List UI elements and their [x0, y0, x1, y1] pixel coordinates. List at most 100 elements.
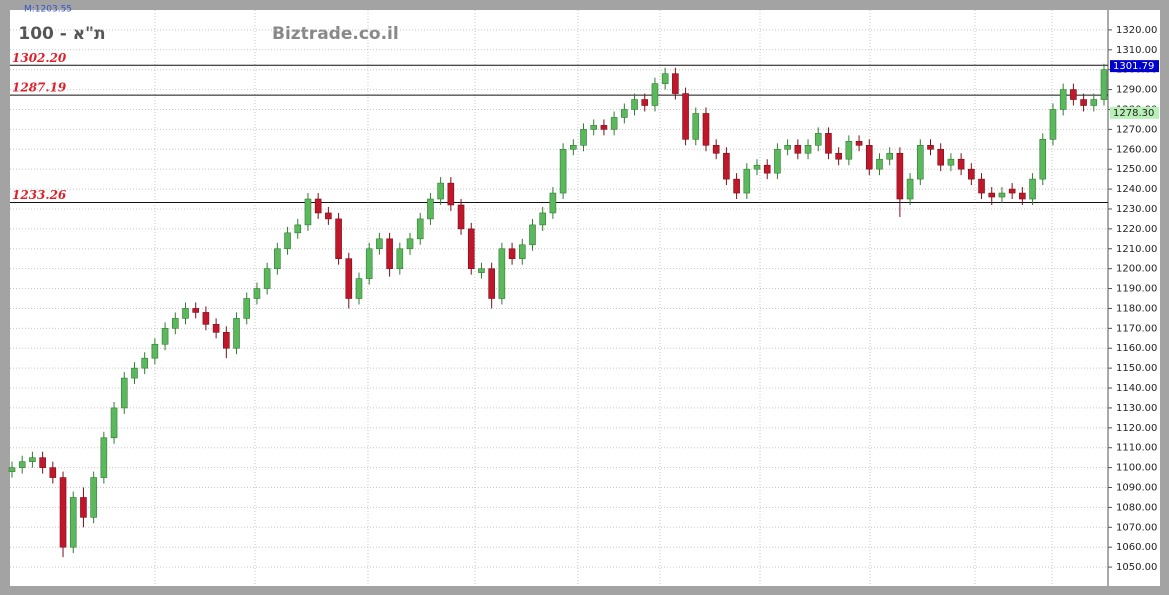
candle-body — [39, 457, 46, 468]
candle-body — [396, 248, 404, 269]
candle-body — [641, 99, 649, 106]
y-tick-label: 1230.00 — [1116, 204, 1157, 215]
candle-body — [723, 152, 730, 180]
candle-body — [59, 477, 67, 548]
y-tick-label: 1060.00 — [1116, 542, 1157, 553]
candle-body — [998, 192, 1006, 198]
candle-body — [876, 158, 883, 170]
candle-body — [192, 308, 200, 313]
plot-background — [10, 10, 1160, 586]
candle-body — [141, 357, 148, 369]
price-tag-label: 1278.30 — [1113, 108, 1154, 119]
candle-body — [590, 125, 598, 130]
y-tick-label: 1290.00 — [1116, 85, 1157, 96]
y-tick-label: 1220.00 — [1116, 224, 1157, 235]
candle-body — [947, 158, 955, 166]
candle-body — [549, 192, 557, 214]
candle-body — [182, 308, 189, 319]
candle-body — [90, 477, 97, 518]
y-tick-label: 1240.00 — [1116, 184, 1157, 195]
candle-body — [161, 328, 169, 345]
y-tick-label: 1320.00 — [1116, 25, 1157, 36]
candle-body — [937, 148, 945, 166]
candle-body — [427, 198, 434, 220]
y-tick-label: 1140.00 — [1116, 383, 1157, 394]
y-tick-label: 1050.00 — [1116, 562, 1157, 573]
candle-body — [386, 238, 393, 269]
y-tick-label: 1110.00 — [1116, 443, 1157, 454]
candle-body — [131, 367, 138, 379]
candle-body — [508, 248, 516, 260]
candle-body — [243, 298, 251, 319]
candle-body — [437, 182, 444, 200]
y-tick-label: 1270.00 — [1116, 124, 1157, 135]
candle-body — [212, 324, 220, 333]
chart-title: ת"א - 100 — [18, 24, 105, 44]
candle-body — [580, 129, 587, 146]
y-tick-label: 1190.00 — [1116, 284, 1157, 295]
candle-body — [1090, 99, 1098, 106]
candle-body — [8, 467, 16, 472]
candle-body — [682, 93, 689, 140]
candle-body — [365, 248, 373, 279]
y-tick-label: 1100.00 — [1116, 463, 1157, 474]
candle-body — [743, 168, 751, 194]
y-tick-label: 1090.00 — [1116, 483, 1157, 494]
candle-body — [621, 109, 628, 118]
candle-body — [304, 198, 312, 226]
candle-body — [233, 318, 240, 349]
price-tag-label: 1301.79 — [1113, 61, 1154, 72]
candle-body — [498, 248, 506, 299]
candle-body — [100, 437, 108, 478]
candle-body — [314, 198, 322, 214]
candle-body — [202, 312, 210, 325]
candle-body — [1029, 178, 1036, 200]
candle-body — [1100, 69, 1108, 100]
candle-body — [223, 332, 230, 349]
candle-body — [110, 407, 118, 439]
candle-body — [529, 224, 536, 246]
y-tick-label: 1260.00 — [1116, 144, 1157, 155]
candle-body — [18, 461, 26, 468]
candle-body — [957, 158, 965, 170]
candle-body — [865, 144, 873, 170]
y-tick-label: 1180.00 — [1116, 303, 1157, 314]
candle-body — [284, 232, 291, 250]
candle-body — [376, 238, 383, 250]
candle-body — [1049, 109, 1057, 140]
candle-body — [661, 73, 669, 84]
candle-body — [784, 144, 791, 150]
candle-body — [518, 244, 526, 260]
y-tick-label: 1310.00 — [1116, 45, 1157, 56]
candle-body — [488, 268, 495, 299]
candle-body — [447, 182, 455, 206]
candle-body — [151, 343, 159, 359]
candle-body — [774, 148, 781, 174]
y-tick-label: 1120.00 — [1116, 423, 1157, 434]
level-label: 1287.19 — [12, 81, 67, 95]
candle-body — [29, 457, 36, 462]
candle-body — [753, 164, 761, 170]
candle-body — [335, 218, 342, 260]
candle-body — [600, 125, 608, 130]
candle-body — [968, 168, 975, 180]
candle-body — [274, 248, 281, 269]
candle-body — [467, 228, 475, 269]
y-tick-label: 1080.00 — [1116, 502, 1157, 513]
y-tick-label: 1170.00 — [1116, 323, 1157, 334]
candle-body — [1080, 99, 1087, 106]
candle-body — [1039, 139, 1047, 180]
level-label: 1233.26 — [12, 188, 67, 202]
candle-body — [845, 141, 853, 160]
candle-body — [631, 99, 638, 110]
level-label: 1302.20 — [12, 51, 67, 65]
price-tag — [1110, 106, 1159, 119]
candle-body — [794, 144, 802, 154]
candle-body — [927, 144, 934, 150]
y-tick-label: 1250.00 — [1116, 164, 1157, 175]
candle-body — [171, 318, 179, 329]
y-tick-label: 1150.00 — [1116, 363, 1157, 374]
candle-body — [988, 192, 996, 198]
candle-body — [855, 141, 863, 146]
candle-body — [804, 144, 812, 154]
